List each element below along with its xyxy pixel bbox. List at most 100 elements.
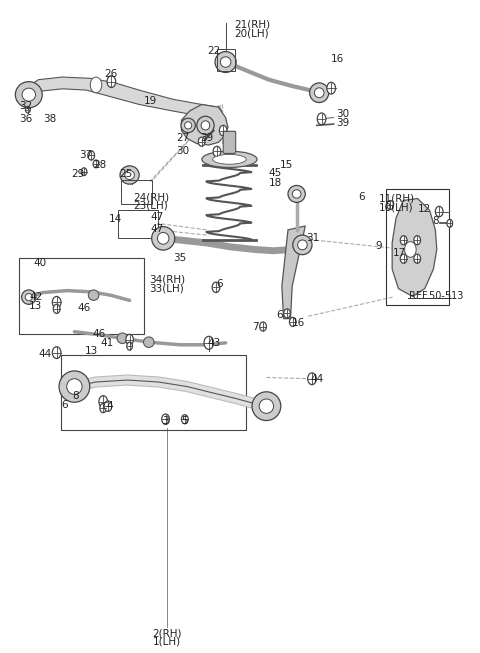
Ellipse shape bbox=[184, 121, 192, 129]
Text: 27: 27 bbox=[176, 133, 190, 144]
Ellipse shape bbox=[215, 52, 236, 72]
Ellipse shape bbox=[288, 185, 305, 202]
Ellipse shape bbox=[314, 88, 324, 98]
Text: 37: 37 bbox=[79, 150, 92, 161]
Circle shape bbox=[308, 373, 316, 385]
Text: 6: 6 bbox=[61, 400, 68, 410]
Text: 22: 22 bbox=[207, 46, 221, 56]
Text: 14: 14 bbox=[109, 214, 122, 224]
Text: 4: 4 bbox=[107, 401, 113, 411]
Circle shape bbox=[107, 76, 116, 88]
Ellipse shape bbox=[252, 392, 281, 421]
Ellipse shape bbox=[201, 121, 210, 130]
Text: 1(LH): 1(LH) bbox=[153, 637, 181, 647]
Circle shape bbox=[400, 254, 407, 263]
Text: 16: 16 bbox=[331, 54, 345, 64]
Circle shape bbox=[405, 242, 416, 257]
Circle shape bbox=[198, 137, 205, 146]
Text: 25: 25 bbox=[119, 169, 132, 180]
Text: REF.50-513: REF.50-513 bbox=[409, 291, 463, 301]
Ellipse shape bbox=[298, 240, 307, 249]
Text: 18: 18 bbox=[269, 178, 282, 188]
Text: 26: 26 bbox=[105, 69, 118, 79]
Text: 2(RH): 2(RH) bbox=[152, 628, 182, 639]
Circle shape bbox=[99, 396, 108, 407]
Ellipse shape bbox=[22, 88, 36, 101]
Text: 38: 38 bbox=[43, 114, 57, 125]
Circle shape bbox=[414, 254, 420, 263]
FancyBboxPatch shape bbox=[223, 131, 236, 153]
Text: 29: 29 bbox=[71, 169, 84, 180]
Text: 9: 9 bbox=[375, 241, 382, 251]
Text: 46: 46 bbox=[77, 303, 90, 313]
Text: 6: 6 bbox=[216, 279, 223, 289]
Polygon shape bbox=[282, 226, 305, 319]
Text: 7: 7 bbox=[252, 321, 258, 332]
Text: 39: 39 bbox=[336, 118, 349, 128]
Text: 47: 47 bbox=[150, 212, 163, 222]
Circle shape bbox=[317, 113, 326, 125]
Text: 8: 8 bbox=[432, 215, 439, 226]
Circle shape bbox=[327, 82, 336, 94]
Text: 6: 6 bbox=[276, 310, 283, 320]
Circle shape bbox=[414, 236, 420, 245]
Ellipse shape bbox=[117, 333, 128, 343]
Ellipse shape bbox=[293, 235, 312, 255]
Text: 21(RH): 21(RH) bbox=[234, 20, 270, 30]
Ellipse shape bbox=[22, 290, 36, 304]
Text: 43: 43 bbox=[207, 338, 221, 348]
Circle shape bbox=[127, 342, 132, 350]
Text: 10(LH): 10(LH) bbox=[379, 202, 414, 212]
Ellipse shape bbox=[88, 290, 99, 300]
Circle shape bbox=[93, 160, 99, 168]
Polygon shape bbox=[181, 104, 228, 145]
Text: 44: 44 bbox=[38, 349, 52, 359]
Text: 39: 39 bbox=[201, 133, 214, 144]
Text: 6: 6 bbox=[358, 192, 365, 202]
Text: 3: 3 bbox=[162, 416, 169, 426]
Circle shape bbox=[88, 151, 95, 160]
Ellipse shape bbox=[120, 166, 139, 184]
Circle shape bbox=[219, 125, 227, 136]
Circle shape bbox=[387, 200, 394, 210]
Text: 16: 16 bbox=[292, 318, 305, 328]
Ellipse shape bbox=[59, 371, 90, 402]
Circle shape bbox=[126, 334, 133, 345]
Text: 17: 17 bbox=[393, 248, 406, 259]
Text: 5: 5 bbox=[181, 416, 188, 426]
Circle shape bbox=[90, 77, 102, 93]
Ellipse shape bbox=[202, 151, 257, 167]
Text: 30: 30 bbox=[177, 146, 190, 157]
Text: 41: 41 bbox=[100, 338, 113, 348]
Circle shape bbox=[260, 322, 266, 331]
Ellipse shape bbox=[213, 155, 246, 164]
Circle shape bbox=[435, 206, 443, 217]
Polygon shape bbox=[29, 77, 218, 116]
Text: 46: 46 bbox=[92, 329, 106, 340]
Circle shape bbox=[212, 282, 220, 293]
Text: 44: 44 bbox=[310, 374, 324, 384]
Ellipse shape bbox=[259, 399, 274, 413]
Text: 13: 13 bbox=[85, 345, 98, 356]
Text: 24(RH): 24(RH) bbox=[133, 192, 169, 202]
Text: 33(LH): 33(LH) bbox=[149, 283, 183, 294]
Text: 8: 8 bbox=[72, 391, 79, 402]
Circle shape bbox=[52, 347, 61, 358]
Text: 47: 47 bbox=[150, 223, 163, 234]
Ellipse shape bbox=[157, 232, 169, 244]
Text: 45: 45 bbox=[269, 168, 282, 178]
Text: 15: 15 bbox=[279, 159, 293, 170]
Circle shape bbox=[213, 146, 221, 157]
Text: 20(LH): 20(LH) bbox=[234, 28, 269, 39]
Circle shape bbox=[52, 296, 61, 308]
Ellipse shape bbox=[292, 189, 301, 199]
Circle shape bbox=[289, 317, 296, 326]
Text: 42: 42 bbox=[29, 292, 42, 302]
Ellipse shape bbox=[67, 379, 82, 394]
Text: 35: 35 bbox=[173, 253, 186, 263]
Circle shape bbox=[104, 401, 112, 411]
Circle shape bbox=[447, 219, 453, 227]
Ellipse shape bbox=[125, 170, 134, 180]
Text: 30: 30 bbox=[336, 109, 349, 119]
Ellipse shape bbox=[144, 337, 154, 347]
